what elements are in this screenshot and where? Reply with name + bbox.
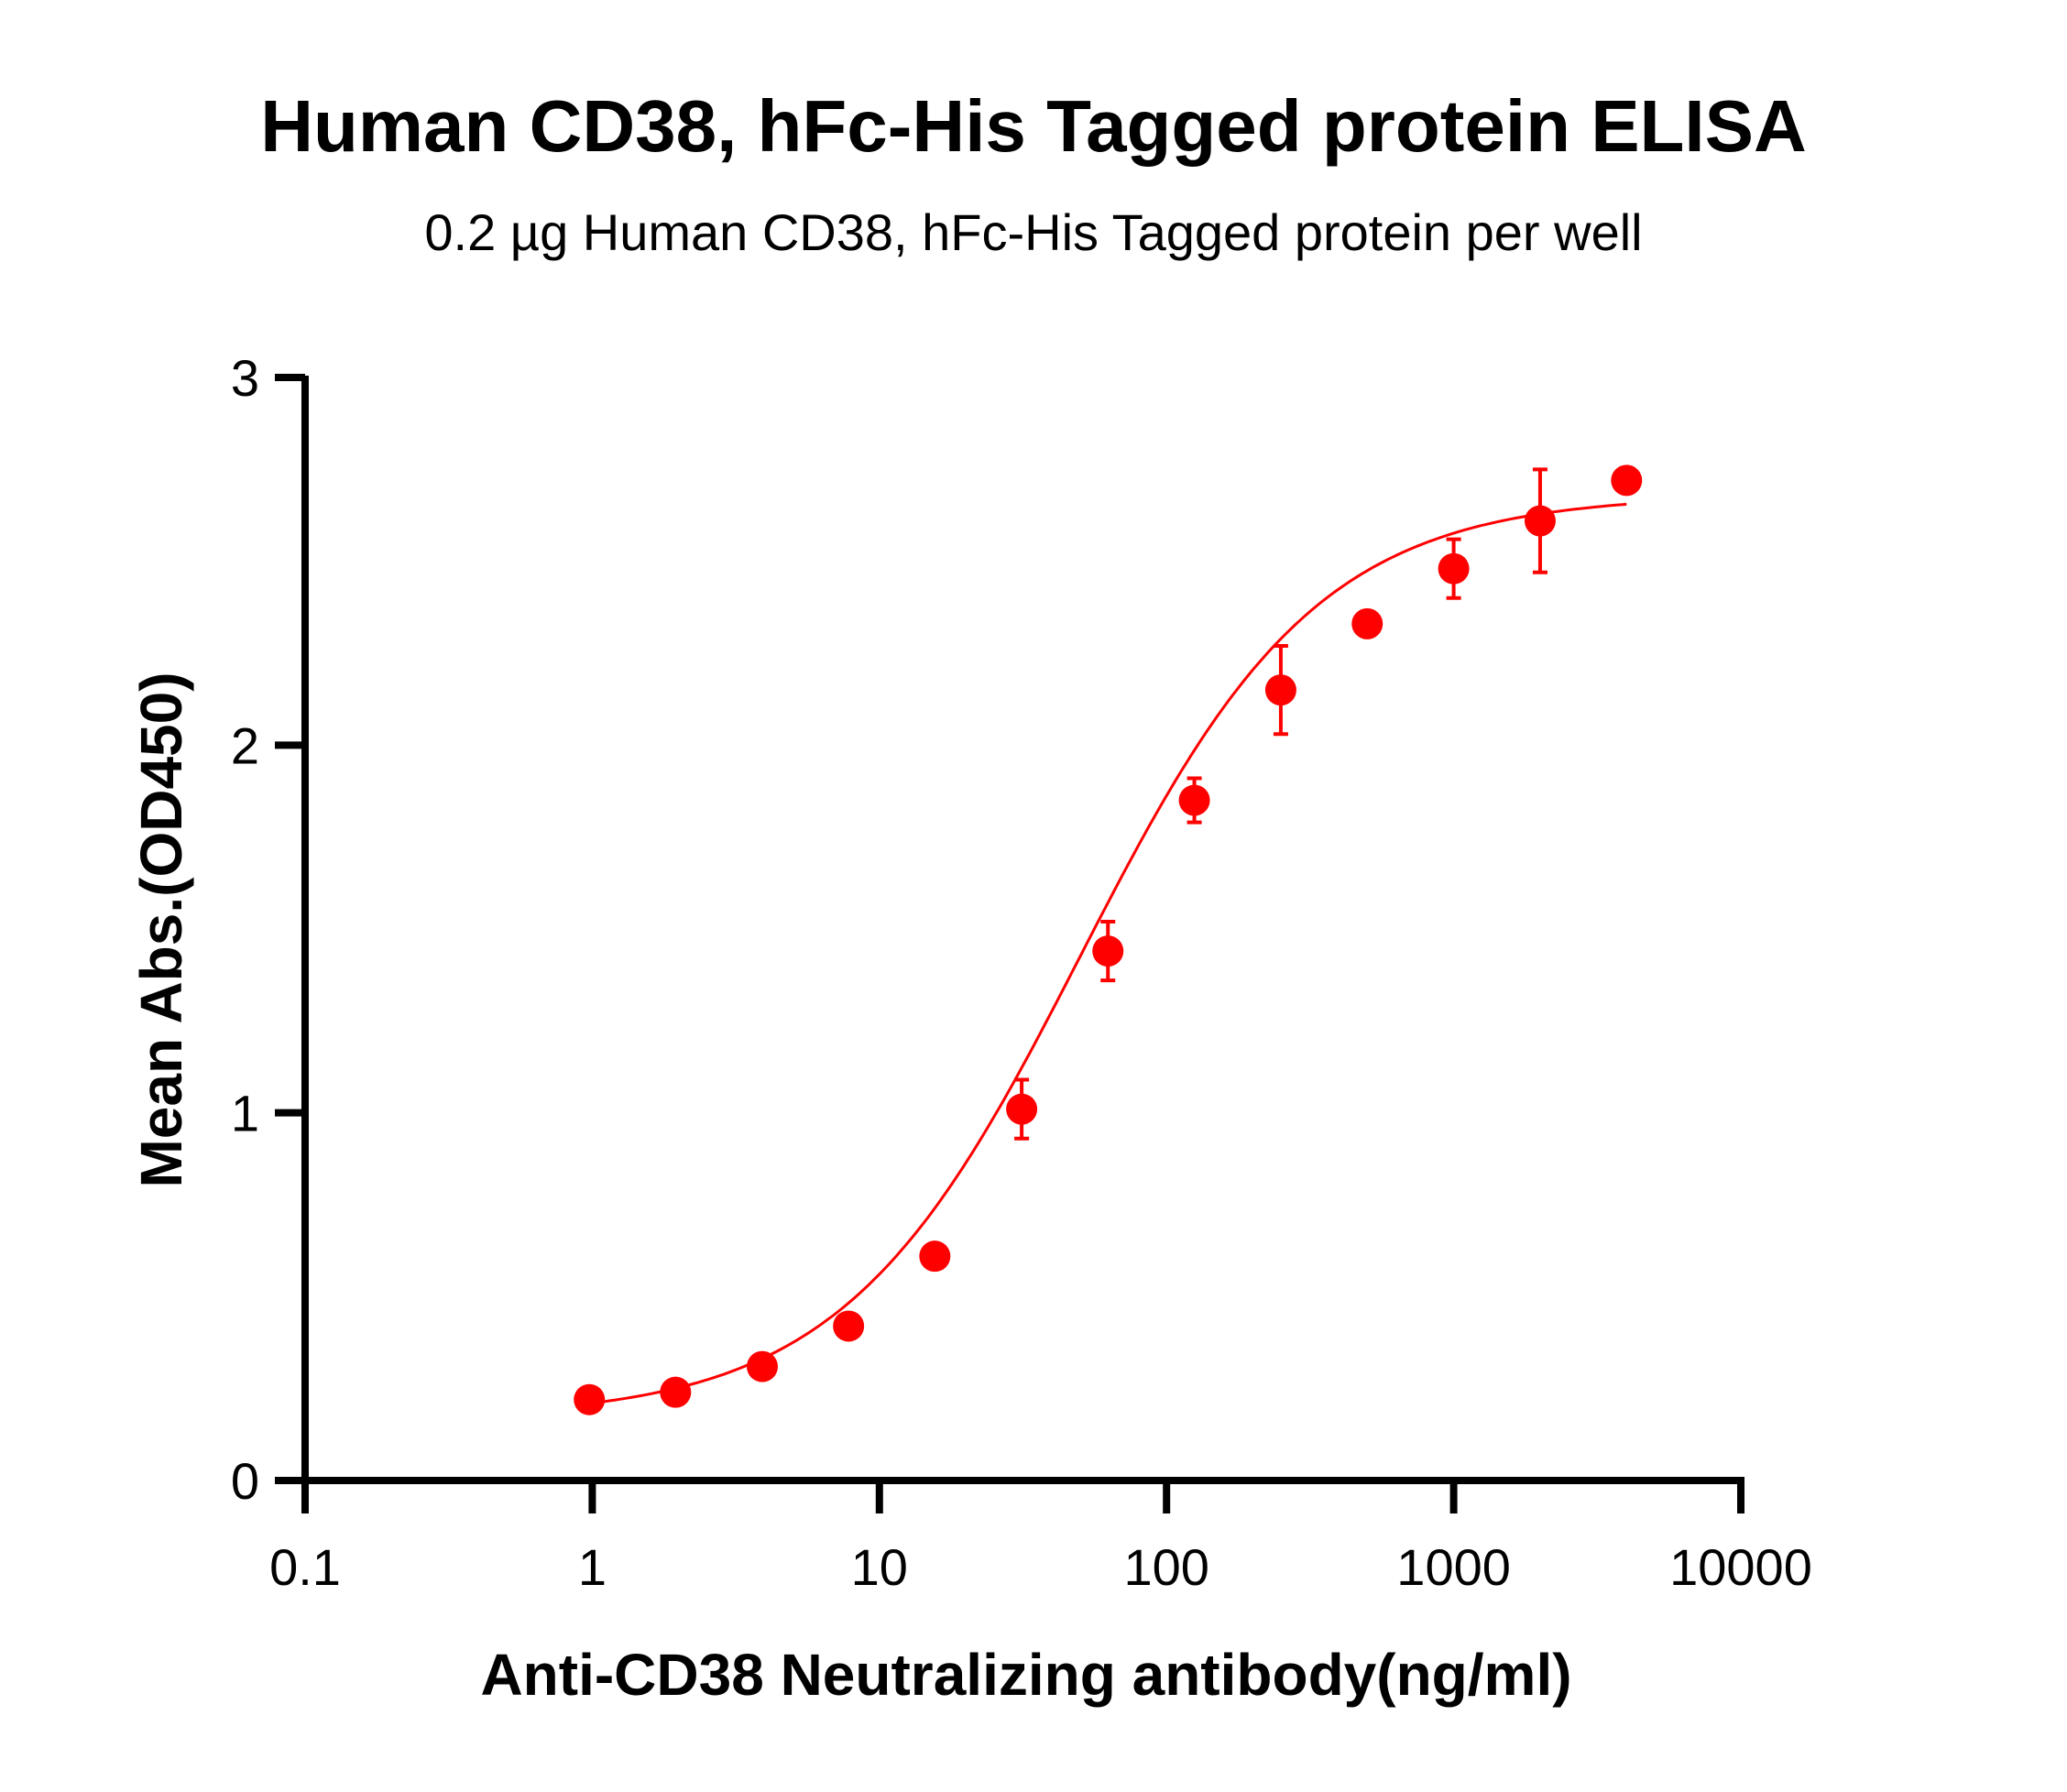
y-axis: Mean Abs.(OD450) 0 1 2 3 xyxy=(128,349,309,1510)
y-tick-label: 0 xyxy=(231,1452,259,1510)
x-tick-label: 1000 xyxy=(1396,1538,1511,1596)
data-points-group xyxy=(574,464,1643,1415)
data-point xyxy=(1611,464,1643,497)
data-point xyxy=(1178,784,1210,816)
data-point xyxy=(919,1240,951,1273)
y-tick-label: 3 xyxy=(231,349,259,407)
x-axis-title: Anti-CD38 Neutralizing antibody(ng/ml) xyxy=(480,1642,1571,1708)
chart-title: Human CD38, hFc-His Tagged protein ELISA xyxy=(260,85,1807,167)
x-tick-label: 1 xyxy=(578,1538,607,1596)
data-point xyxy=(1006,1093,1038,1125)
data-point xyxy=(746,1350,778,1382)
data-point xyxy=(1351,607,1383,639)
data-point xyxy=(1438,552,1470,585)
x-axis: Anti-CD38 Neutralizing antibody(ng/ml) 0… xyxy=(269,1477,1812,1708)
y-tick-label: 2 xyxy=(231,716,259,774)
data-point xyxy=(574,1383,606,1415)
data-point xyxy=(833,1310,865,1342)
data-point xyxy=(1092,935,1124,967)
x-tick-label: 0.1 xyxy=(269,1538,341,1596)
x-tick-label: 10000 xyxy=(1669,1538,1812,1596)
y-axis-title: Mean Abs.(OD450) xyxy=(128,672,194,1187)
data-point xyxy=(1524,505,1556,537)
data-point xyxy=(660,1376,692,1408)
x-tick-label: 10 xyxy=(851,1538,908,1596)
x-tick-label: 100 xyxy=(1123,1538,1208,1596)
data-point xyxy=(1264,674,1296,706)
y-tick-label: 1 xyxy=(231,1085,259,1142)
chart-subtitle: 0.2 µg Human CD38, hFc-His Tagged protei… xyxy=(424,203,1642,261)
